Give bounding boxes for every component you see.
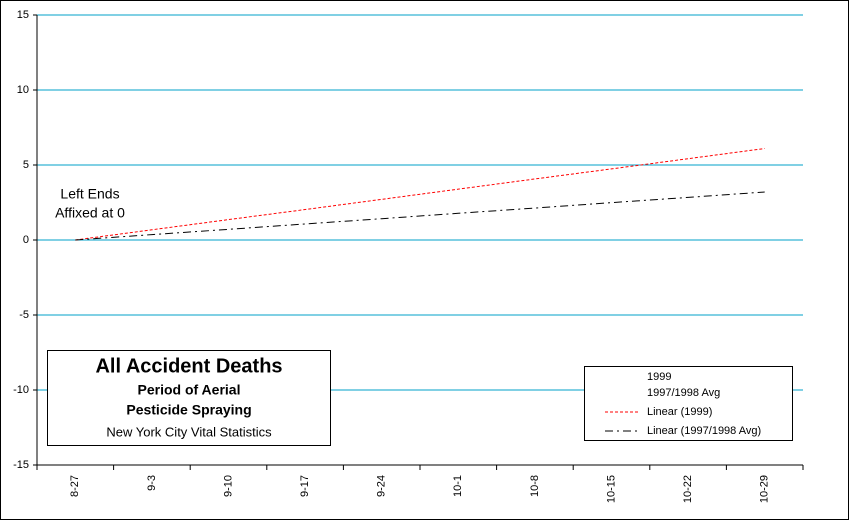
y-tick-label: 0 (23, 234, 29, 246)
y-tick-label: -15 (13, 459, 29, 471)
y-tick-label: 5 (23, 159, 29, 171)
chart-subtitle: Pesticide Spraying (126, 402, 251, 418)
title-box (47, 350, 331, 446)
x-tick-label: 9-3 (146, 475, 158, 491)
x-tick-label: 9-17 (299, 475, 311, 497)
chart-subtitle: Period of Aerial (138, 382, 241, 398)
y-tick-label: -10 (13, 384, 29, 396)
x-tick-label: 9-10 (222, 475, 234, 497)
chart-title: All Accident Deaths (95, 355, 282, 377)
y-tick-label: 15 (17, 9, 29, 21)
legend-box (584, 366, 793, 441)
x-tick-label: 10-1 (452, 475, 464, 497)
trend-line (75, 191, 765, 241)
x-tick-label: 10-15 (605, 475, 617, 503)
trend-line (75, 148, 765, 241)
y-tick-label: 10 (17, 84, 29, 96)
y-tick-label: -5 (19, 309, 29, 321)
annotation: Affixed at 0 (55, 205, 125, 221)
legend-label: Linear (1999) (647, 406, 712, 418)
x-tick-label: 10-29 (759, 475, 771, 503)
annotation: Left Ends (60, 186, 119, 202)
x-tick-label: 8-27 (69, 475, 81, 497)
x-tick-label: 10-8 (529, 475, 541, 497)
legend-label: 1999 (647, 371, 671, 383)
chart-source: New York City Vital Statistics (106, 424, 272, 439)
legend-label: Linear (1997/1998 Avg) (647, 425, 761, 437)
x-tick-label: 9-24 (376, 475, 388, 497)
x-tick-label: 10-22 (682, 475, 694, 503)
legend-label: 1997/1998 Avg (647, 387, 720, 399)
